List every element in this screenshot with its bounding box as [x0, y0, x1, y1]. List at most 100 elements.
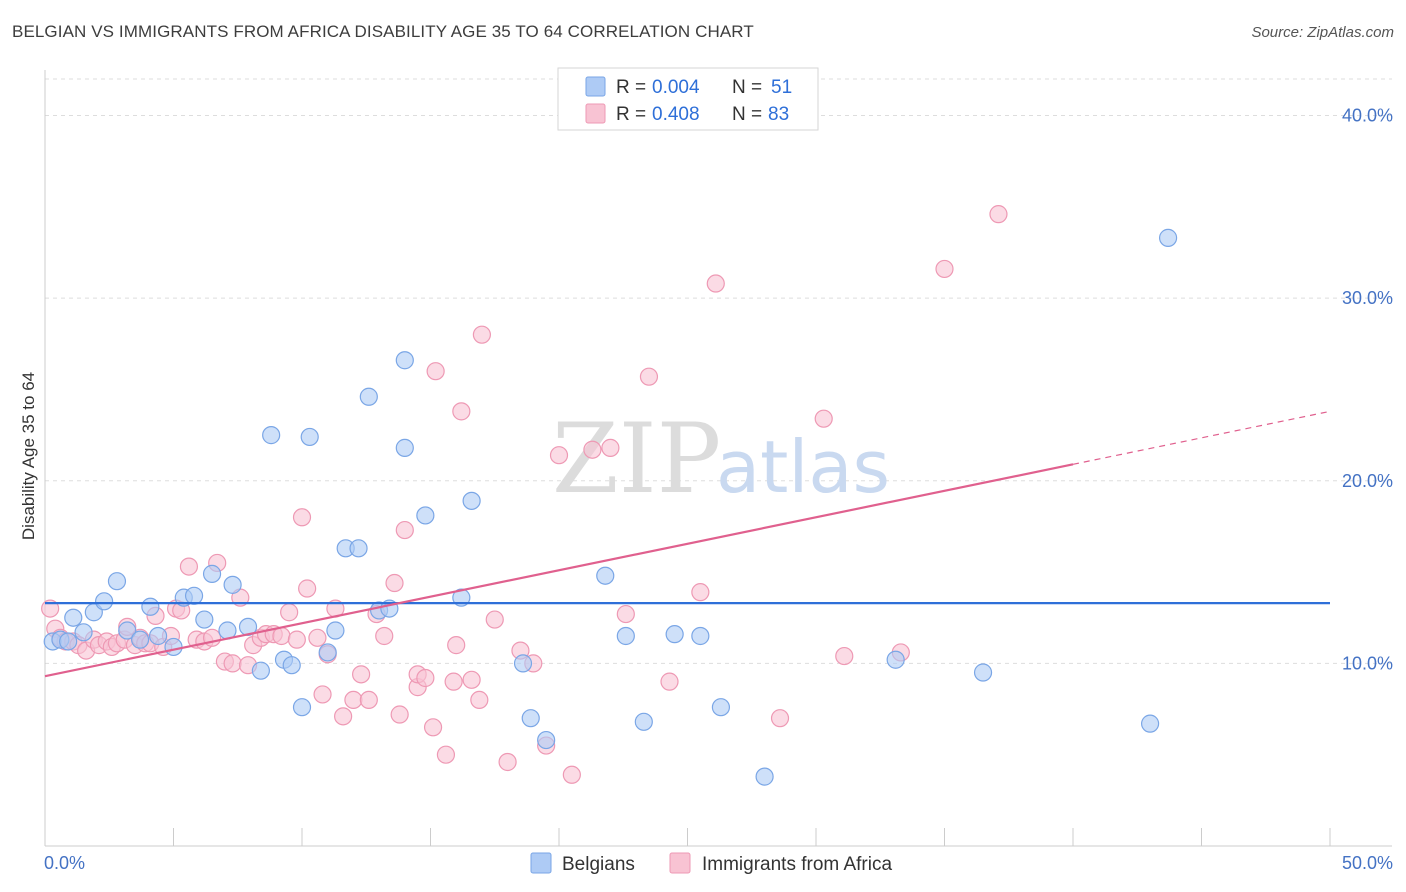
belgians-point-27: [326, 621, 345, 640]
africa-point-52: [390, 705, 409, 724]
legend-r-label-africa: R =: [616, 104, 646, 125]
x-tick-label-max: 50.0%: [1342, 853, 1393, 873]
x-ticks: [44, 828, 1331, 846]
africa-point-53: [395, 520, 414, 540]
africa-point-76: [639, 367, 659, 386]
belgians-point-4: [74, 623, 93, 642]
africa-point-23: [179, 557, 199, 576]
trend-line-africa: [44, 463, 1074, 678]
bottom-legend-swatch-africa: [669, 852, 691, 874]
trend-lines: [44, 410, 1331, 678]
belgians-point-48: [886, 650, 905, 669]
belgians-point-44: [665, 625, 684, 644]
africa-point-62: [452, 402, 471, 421]
bottom-legend-label-belgians: Belgians: [562, 854, 635, 875]
legend-swatch-africa: [585, 103, 606, 124]
series-belgians: [43, 228, 1178, 786]
africa-point-41: [308, 628, 327, 647]
belgians-point-25: [300, 427, 319, 447]
africa-point-72: [562, 765, 581, 784]
legend-n-value-africa: 83: [768, 104, 789, 125]
belgians-point-10: [141, 597, 160, 616]
africa-point-0: [41, 599, 60, 618]
belgians-point-39: [521, 709, 540, 728]
africa-point-64: [470, 690, 489, 710]
belgians-point-7: [107, 572, 127, 591]
x-tick-label-min: 0.0%: [44, 853, 85, 873]
belgians-point-45: [691, 626, 710, 646]
africa-point-42: [313, 685, 332, 704]
belgians-point-37: [462, 491, 481, 510]
belgians-point-47: [755, 767, 774, 786]
bottom-legend-label-africa: Immigrants from Africa: [702, 854, 892, 875]
belgians-point-26: [318, 643, 337, 662]
africa-point-48: [359, 690, 378, 710]
africa-point-57: [423, 718, 443, 737]
belgians-point-11: [148, 626, 168, 646]
africa-point-45: [334, 707, 353, 726]
source-label: Source: ZipAtlas.com: [1251, 24, 1394, 41]
belgians-point-16: [202, 564, 222, 583]
africa-point-80: [770, 709, 790, 728]
legend-r-value-africa: 0.408: [652, 104, 700, 125]
watermark-atlas: atlas: [716, 425, 890, 509]
belgians-point-40: [537, 730, 556, 750]
africa-point-61: [447, 636, 466, 655]
africa-point-58: [426, 362, 445, 381]
africa-point-78: [691, 583, 710, 602]
gridlines: [45, 78, 1392, 664]
africa-point-29: [223, 654, 242, 673]
series-immigrants-from-africa: [41, 205, 1008, 784]
africa-point-56: [416, 668, 435, 688]
belgians-point-42: [616, 626, 635, 646]
legend-n-value-belgians: 51: [771, 77, 792, 98]
belgians-point-24: [292, 698, 312, 717]
belgians-point-49: [973, 663, 993, 682]
belgians-point-43: [634, 712, 653, 731]
watermark-zip: ZIP: [552, 403, 721, 515]
legend-n-label-africa: N =: [732, 104, 762, 125]
chart-title: BELGIAN VS IMMIGRANTS FROM AFRICA DISABI…: [12, 22, 754, 41]
belgians-point-46: [711, 698, 731, 717]
africa-point-63: [462, 670, 481, 689]
belgians-point-29: [349, 539, 368, 558]
belgians-point-15: [195, 610, 214, 629]
belgians-point-23: [282, 656, 301, 675]
africa-point-75: [616, 604, 635, 624]
africa-point-40: [298, 579, 317, 598]
belgians-point-36: [452, 588, 471, 607]
africa-point-65: [472, 325, 491, 344]
legend-r-label-belgians: R =: [616, 77, 646, 98]
correlation-legend: R = 0.004 N = 51 R = 0.408 N = 83: [557, 67, 819, 131]
belgians-point-33: [395, 351, 414, 370]
y-axis-label: Disability Age 35 to 64: [19, 372, 38, 540]
belgians-point-12: [164, 637, 183, 657]
africa-point-39: [292, 508, 312, 527]
africa-point-82: [835, 646, 854, 666]
africa-point-85: [989, 205, 1008, 224]
y-tick-label-10: 10.0%: [1342, 653, 1393, 673]
y-tick-label-20: 20.0%: [1342, 471, 1393, 491]
series-legend: Belgians Immigrants from Africa: [530, 852, 892, 875]
belgians-point-50: [1140, 714, 1160, 733]
belgians-point-3: [64, 608, 83, 627]
legend-n-label-belgians: N =: [732, 77, 762, 98]
legend-r-value-belgians: 0.004: [652, 77, 700, 98]
africa-point-51: [385, 573, 404, 593]
trend-line-africa-extension: [1072, 410, 1331, 465]
y-tick-labels: 10.0% 20.0% 30.0% 40.0%: [1342, 106, 1393, 674]
africa-point-59: [436, 745, 456, 764]
africa-point-66: [485, 610, 504, 629]
belgians-point-8: [118, 621, 137, 640]
africa-point-79: [706, 274, 725, 293]
belgians-point-41: [596, 566, 615, 585]
belgians-point-30: [359, 387, 378, 406]
africa-point-50: [375, 626, 394, 646]
africa-point-36: [272, 626, 291, 646]
belgians-point-21: [262, 426, 281, 445]
africa-point-37: [280, 603, 299, 622]
belgians-point-38: [513, 654, 533, 673]
belgians-point-35: [416, 506, 435, 525]
belgians-point-18: [223, 575, 242, 594]
y-tick-label-40: 40.0%: [1342, 106, 1393, 126]
